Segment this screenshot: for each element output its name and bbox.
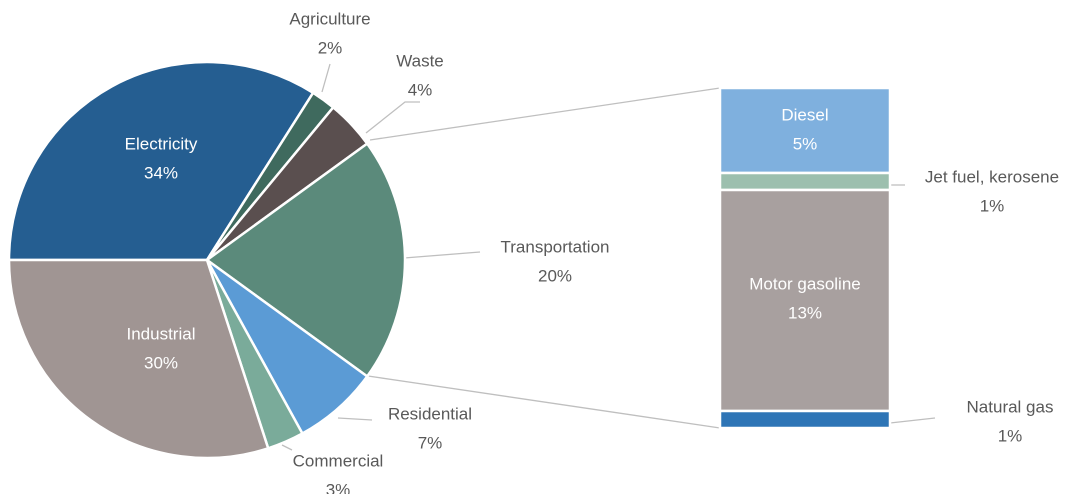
data-label-name: Residential xyxy=(388,404,472,423)
bar-segment xyxy=(718,409,892,430)
data-label-value: 1% xyxy=(998,426,1023,445)
bar-segment xyxy=(718,86,892,175)
connector-line xyxy=(367,375,721,429)
data-label-name: Waste xyxy=(396,51,444,70)
bar-segment xyxy=(718,188,892,413)
data-label-value: 30% xyxy=(144,353,178,372)
data-label-value: 20% xyxy=(538,266,572,285)
data-label-value: 34% xyxy=(144,163,178,182)
leader-line xyxy=(321,63,331,93)
data-label-name: Jet fuel, kerosene xyxy=(925,167,1059,186)
data-label-value: 7% xyxy=(418,433,443,452)
data-label-name: Electricity xyxy=(125,134,198,153)
leader-line xyxy=(281,444,293,451)
data-label-value: 13% xyxy=(788,303,822,322)
data-label-name: Commercial xyxy=(293,451,384,470)
pie-slice xyxy=(7,258,270,460)
data-label-value: 2% xyxy=(318,38,343,57)
leader-line xyxy=(365,101,420,134)
data-label-value: 1% xyxy=(980,196,1005,215)
leader-line xyxy=(403,251,481,259)
data-label-value: 5% xyxy=(793,134,818,153)
data-label-name: Natural gas xyxy=(967,397,1054,416)
bar-segment xyxy=(718,171,892,192)
data-label-value: 3% xyxy=(326,480,351,494)
data-label-value: 4% xyxy=(408,80,433,99)
connector-line xyxy=(369,87,721,141)
leader-line xyxy=(337,417,373,421)
data-label-name: Transportation xyxy=(501,237,610,256)
data-label-name: Diesel xyxy=(781,105,828,124)
data-label-name: Industrial xyxy=(127,324,196,343)
pie-slice xyxy=(204,141,407,379)
leader-line xyxy=(889,417,936,424)
data-label-name: Motor gasoline xyxy=(749,274,861,293)
data-label-name: Agriculture xyxy=(289,9,370,28)
